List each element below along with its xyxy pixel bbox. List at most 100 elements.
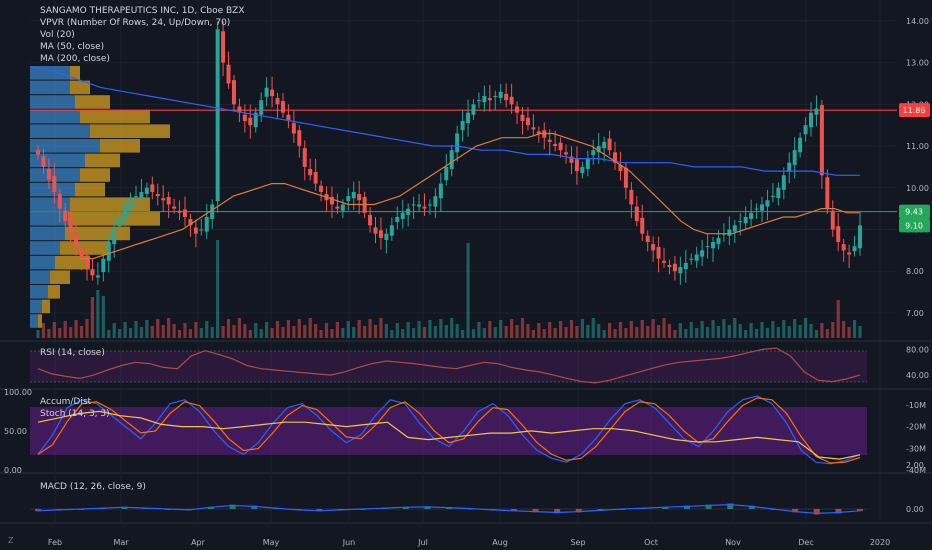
volume-bar [847, 327, 851, 338]
vpvr-bar-up [30, 95, 75, 109]
macd-bar [554, 509, 561, 514]
vpvr-bar-down [68, 212, 160, 226]
candle-body [694, 254, 699, 261]
volume-bar [510, 319, 514, 338]
candle-body [765, 200, 770, 207]
candle-body [732, 225, 737, 232]
vpvr-bar-up [30, 314, 38, 328]
candle-body [384, 233, 389, 240]
volume-bar [803, 318, 808, 338]
candle-body [172, 206, 177, 209]
volume-bar [504, 326, 508, 338]
candle-body [286, 114, 291, 122]
candle-body [357, 194, 362, 201]
candle-body [270, 89, 275, 96]
volume-bar [656, 325, 661, 338]
candle-body [819, 105, 824, 176]
x-tick-label: Mar [113, 538, 129, 547]
vol-legend[interactable]: Vol (20) [40, 30, 75, 40]
candle-body [798, 137, 803, 153]
volume-bar [145, 320, 149, 338]
volume-bar [597, 324, 601, 338]
volume-bar [624, 328, 628, 338]
macd-tick: 2.00 [906, 461, 924, 470]
macd-label[interactable]: MACD (12, 26, close, 9) [40, 482, 146, 492]
volume-bar [722, 319, 726, 338]
candle-body [57, 194, 62, 209]
volume-bar [765, 328, 770, 338]
zoom-button[interactable]: Z [8, 536, 14, 545]
macd-bar [510, 509, 517, 512]
x-tick-label: Aug [492, 538, 508, 547]
volume-bar [112, 323, 116, 338]
stoch-label[interactable]: Stoch (14, 3, 3) [40, 409, 110, 419]
candle-body [640, 217, 645, 234]
macd-bar [792, 509, 799, 513]
macd-bar [683, 505, 690, 509]
vpvr-legend[interactable]: VPVR (Number Of Rows, 24, Up/Down, 70) [40, 18, 231, 28]
volume-bar [825, 329, 829, 338]
volume-bar [607, 323, 612, 338]
volume-bar [793, 319, 797, 338]
macd-bar [575, 509, 582, 513]
volume-bar [363, 326, 367, 338]
candle-body [182, 209, 187, 217]
volume-bar [265, 322, 269, 338]
price-tag-support: 9.43 [905, 208, 923, 217]
candle-body [253, 112, 258, 128]
accum-tick: -20M [906, 423, 926, 432]
candle-body [607, 138, 612, 151]
volume-bar [760, 322, 764, 338]
macd-bar [208, 506, 215, 509]
candle-body [705, 246, 710, 248]
volume-bar [139, 327, 144, 338]
volume-bar [640, 320, 644, 338]
candle-body [672, 263, 677, 272]
rsi-label[interactable]: RSI (14, close) [40, 348, 105, 358]
macd-bar [35, 509, 41, 512]
macd-bar [748, 505, 755, 509]
candle-body [231, 80, 236, 105]
ma50-legend[interactable]: MA (50, close) [40, 42, 105, 52]
candle-body [400, 212, 405, 220]
candle-body [596, 146, 601, 153]
candle-body [139, 191, 144, 199]
volume-bar [74, 320, 78, 338]
volume-bar [798, 325, 802, 338]
volume-bar [150, 326, 154, 338]
volume-bar [177, 330, 182, 338]
vpvr-bar-down [70, 80, 90, 95]
ma200-legend[interactable]: MA (200, close) [40, 54, 110, 64]
candle-body [809, 112, 814, 128]
price-tick-label: 7.00 [906, 309, 924, 318]
volume-bar [520, 318, 525, 338]
accum-label[interactable]: Accum/Dist [40, 397, 92, 407]
volume-bar [444, 325, 448, 338]
candle-body [618, 164, 623, 172]
volume-bar [341, 328, 345, 338]
vpvr-bar-down [38, 314, 42, 328]
candle-body [716, 237, 721, 245]
vpvr-profile [30, 66, 170, 328]
volume-bar [96, 290, 100, 338]
volume-bar [727, 325, 731, 338]
volume-bar [618, 322, 623, 338]
volume-bar [548, 322, 552, 338]
volume-bar [368, 319, 372, 338]
candle-body [68, 217, 73, 234]
volume-bar [695, 328, 699, 338]
macd-bar [835, 509, 842, 514]
volume-bar [69, 327, 73, 338]
symbol-title[interactable]: SANGAMO THERAPEUTICS INC, 1D, Cboe BZX [40, 6, 245, 16]
candle-body [248, 117, 253, 126]
macd-bar [727, 503, 734, 509]
volume-bar [450, 318, 454, 338]
volume-bar [831, 322, 835, 338]
vpvr-bar-down [100, 139, 140, 153]
candle-body [536, 131, 541, 134]
candle-body [389, 225, 394, 236]
volume-bar [183, 323, 187, 338]
volume-bar [63, 321, 67, 338]
